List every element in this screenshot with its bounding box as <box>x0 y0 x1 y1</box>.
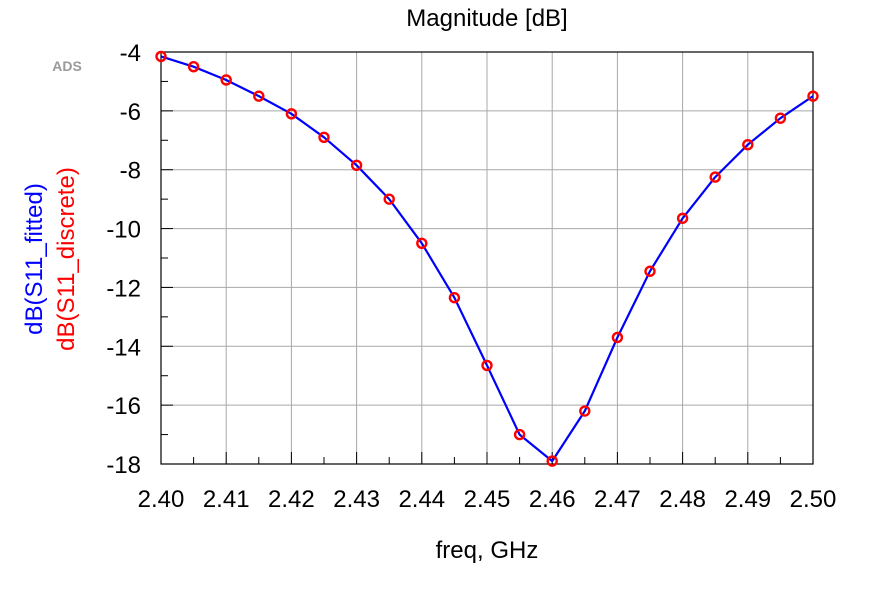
x-tick-label: 2.43 <box>333 486 380 513</box>
y-tick-label: -16 <box>106 393 141 420</box>
marker-s11-discrete <box>481 359 493 372</box>
marker-s11-discrete <box>448 292 461 304</box>
marker-s11-discrete <box>644 265 656 277</box>
marker-s11-discrete <box>513 428 526 441</box>
x-tick-label: 2.50 <box>790 486 837 513</box>
marker-s11-discrete <box>155 50 167 63</box>
marker-s11-discrete <box>383 193 395 205</box>
plot-area: 2.40 2.41 2.42 2.43 2.44 2.45 2.46 2.47 2.48 2.49… <box>106 40 836 513</box>
x-tick-label: 2.45 <box>464 486 511 513</box>
series-line-s11-fitted <box>160 55 814 463</box>
x-tick-label: 2.44 <box>398 486 445 513</box>
x-axis-label: freq, GHz <box>436 537 539 564</box>
y-tick-label: -4 <box>120 40 141 67</box>
marker-s11-discrete <box>187 61 200 73</box>
marker-s11-discrete <box>318 131 330 144</box>
x-tick-label: 2.48 <box>659 486 706 513</box>
marker-s11-discrete <box>220 74 232 86</box>
x-tick-label: 2.40 <box>138 486 185 513</box>
y-tick-label: -6 <box>120 99 141 126</box>
chart-title: Magnitude [dB] <box>406 5 567 32</box>
ads-logo: ADS <box>52 58 82 74</box>
marker-s11-discrete <box>774 112 787 124</box>
marker-s11-discrete <box>742 138 754 151</box>
y-tick-label: -14 <box>106 334 141 361</box>
x-tick-label: 2.42 <box>268 486 315 513</box>
x-tick-label: 2.41 <box>203 486 250 513</box>
x-tick-label: 2.49 <box>724 486 771 513</box>
marker-s11-discrete <box>676 212 689 224</box>
y-tick-label: -18 <box>106 452 141 479</box>
y-axis-label-fitted: dB(S11_fitted) <box>21 183 48 335</box>
y-axis-label-discrete: dB(S11_discrete) <box>53 167 80 351</box>
marker-s11-discrete <box>285 108 298 120</box>
marker-s11-discrete <box>350 159 363 172</box>
y-tick-label: -8 <box>120 158 141 185</box>
marker-s11-discrete <box>416 237 428 249</box>
marker-s11-discrete <box>546 455 558 467</box>
marker-s11-discrete <box>253 90 265 102</box>
marker-s11-discrete <box>579 405 591 417</box>
marker-s11-discrete <box>611 331 624 344</box>
x-tick-label: 2.46 <box>529 486 576 513</box>
y-tick-label: -12 <box>106 275 141 302</box>
marker-s11-discrete <box>709 171 721 183</box>
y-tick-label: -10 <box>106 217 141 244</box>
marker-s11-discrete <box>807 90 819 102</box>
x-tick-label: 2.47 <box>594 486 641 513</box>
